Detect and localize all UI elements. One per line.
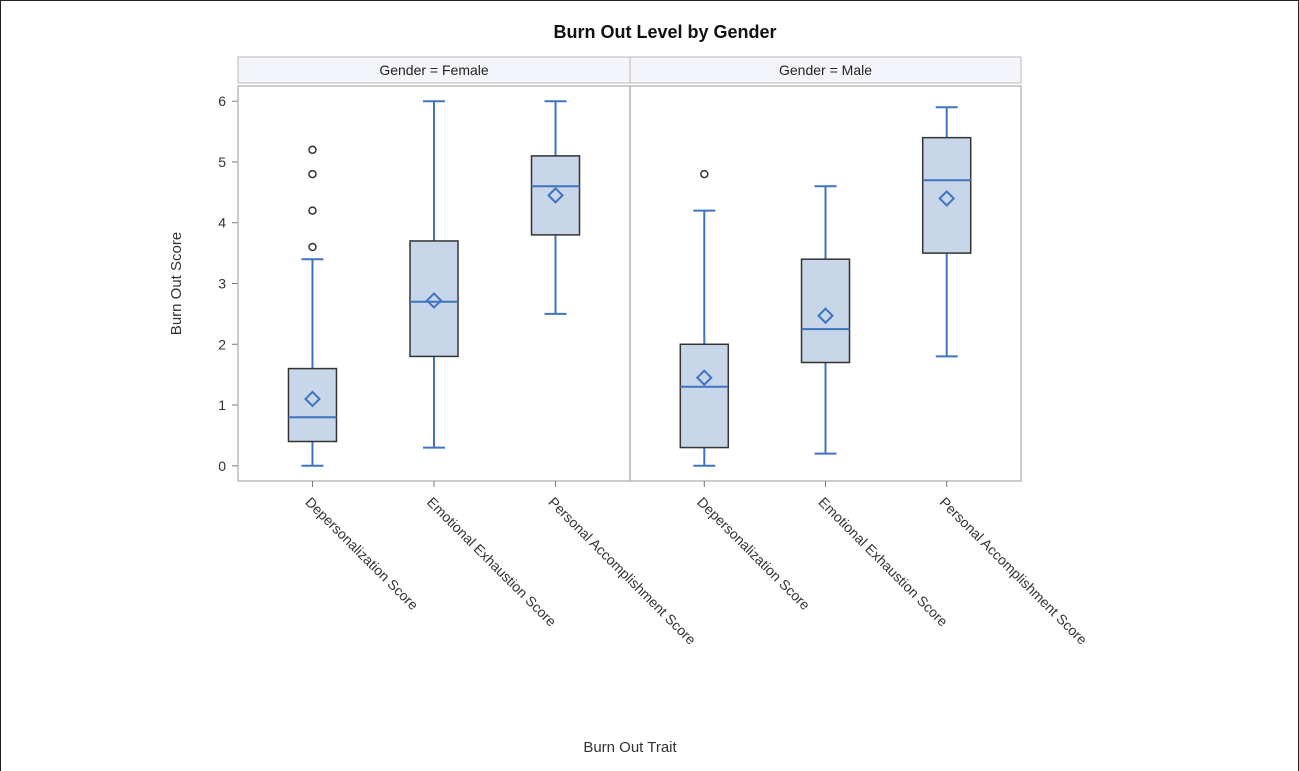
box-mean-marker [547, 186, 564, 204]
outlier-point [308, 169, 317, 179]
box-mean-marker [695, 369, 713, 387]
x-category-label: Depersonalization Score [302, 494, 421, 613]
box-iqr [409, 240, 459, 358]
x-category-label: Personal Accomplishment Score [937, 494, 1091, 648]
y-tick-label: 6 [218, 93, 226, 109]
x-category-label: Emotional Exhaustion Score [815, 494, 951, 630]
box-iqr [287, 367, 338, 443]
y-tick-label: 5 [218, 154, 226, 170]
panels-group: 0 1 2 3 4 5 6 Gender = Female Depersonalization … [218, 56, 1091, 648]
box-iqr [530, 155, 581, 236]
panel-strip [629, 56, 1022, 84]
y-tick-label: 3 [218, 276, 226, 292]
y-tick-label: 2 [218, 336, 226, 352]
box-iqr [921, 136, 972, 254]
x-axis-title: Burn Out Trait [583, 739, 677, 756]
y-tick-label: 1 [218, 397, 226, 413]
box-iqr [679, 343, 730, 449]
chart-title: Burn Out Level by Gender [553, 22, 776, 42]
outlier-point [308, 145, 317, 155]
x-category-label: Depersonalization Score [694, 494, 813, 613]
outlier-point [700, 169, 709, 179]
box-mean-marker [304, 390, 321, 408]
outlier-point [308, 206, 317, 215]
panel-strip [237, 56, 631, 84]
y-axis-title: Burn Out Score [168, 232, 185, 335]
y-tick-label: 4 [218, 215, 226, 231]
box-mean-marker [938, 190, 956, 207]
box-mean-marker [817, 307, 834, 325]
box-iqr [800, 258, 851, 364]
panel-strip-label: Gender = Female [379, 62, 489, 78]
x-category-label: Personal Accomplishment Score [545, 494, 699, 648]
outlier-point [308, 242, 317, 252]
y-tick-label: 0 [218, 458, 226, 474]
box-mean-marker [425, 292, 443, 309]
x-category-label: Emotional Exhaustion Score [424, 494, 560, 630]
panel-strip-label: Gender = Male [779, 62, 872, 78]
